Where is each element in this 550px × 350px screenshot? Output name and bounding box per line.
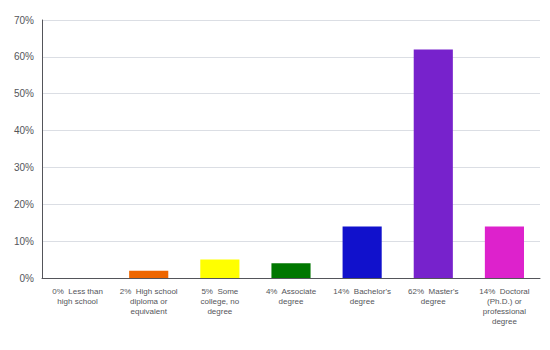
svg-text:40%: 40%: [14, 125, 34, 136]
svg-text:diploma or: diploma or: [130, 297, 168, 306]
svg-text:10%: 10%: [14, 236, 34, 247]
svg-text:professional: professional: [483, 307, 526, 316]
svg-text:4% Associate: 4% Associate: [266, 287, 317, 296]
svg-text:equivalent: equivalent: [130, 307, 167, 316]
svg-text:2% High school: 2% High school: [120, 287, 178, 296]
svg-text:degree: degree: [350, 297, 375, 306]
svg-text:college, no: college, no: [201, 297, 240, 306]
svg-text:50%: 50%: [14, 88, 34, 99]
svg-text:14% Bachelor's: 14% Bachelor's: [333, 287, 391, 296]
svg-text:70%: 70%: [14, 15, 34, 26]
svg-text:5% Some: 5% Some: [201, 287, 238, 296]
svg-text:high school: high school: [57, 297, 98, 306]
svg-text:14% Doctoral: 14% Doctoral: [479, 287, 529, 296]
svg-text:20%: 20%: [14, 199, 34, 210]
svg-text:degree: degree: [492, 317, 517, 326]
svg-text:degree: degree: [421, 297, 446, 306]
svg-text:degree: degree: [207, 307, 232, 316]
svg-text:(Ph.D.) or: (Ph.D.) or: [487, 297, 522, 306]
svg-text:30%: 30%: [14, 162, 34, 173]
svg-text:0%: 0%: [20, 273, 35, 284]
svg-text:62% Master's: 62% Master's: [408, 287, 458, 296]
svg-text:0% Less than: 0% Less than: [52, 287, 103, 296]
svg-text:degree: degree: [279, 297, 304, 306]
svg-text:60%: 60%: [14, 51, 34, 62]
